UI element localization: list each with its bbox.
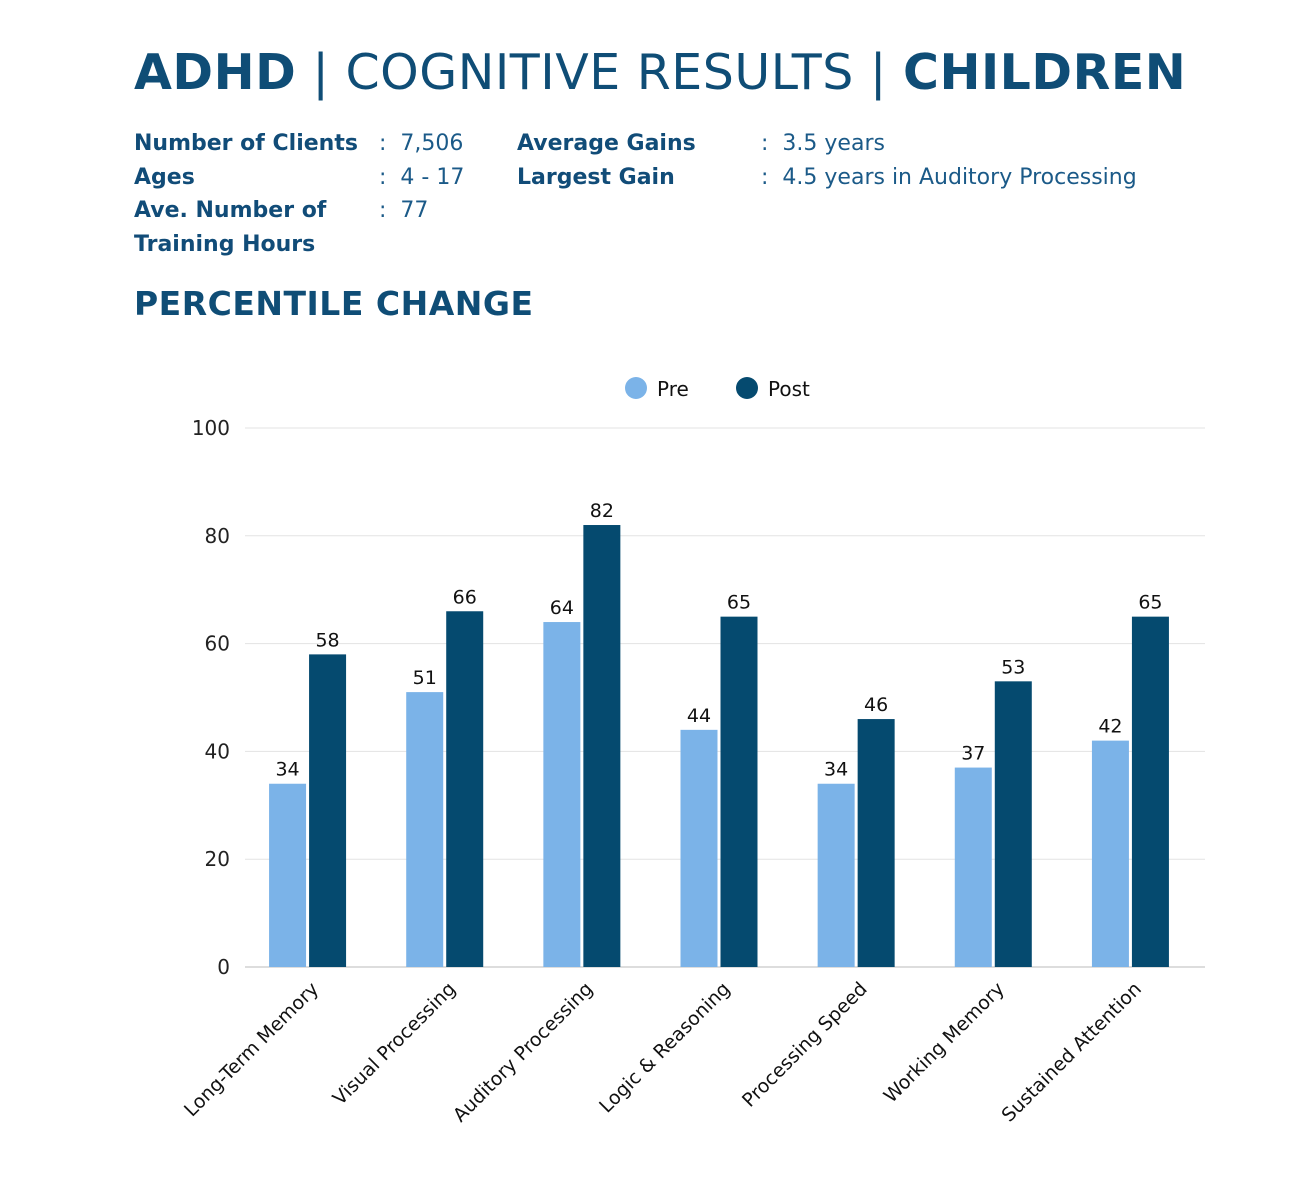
stats-right-values: : 3.5 years : 4.5 years in Auditory Proc… — [761, 127, 1137, 194]
stat-value: 7,506 — [400, 131, 464, 156]
bar-post — [583, 525, 621, 967]
x-tick-label: Sustained Attention — [998, 978, 1146, 1126]
stat-value: 3.5 years — [782, 131, 885, 156]
data-label: 65 — [1138, 592, 1162, 614]
bar-pre — [817, 783, 855, 967]
page-title: ADHD | COGNITIVE RESULTS | CHILDREN — [134, 44, 1186, 101]
title-children: CHILDREN — [902, 44, 1187, 101]
y-tick-label: 20 — [205, 847, 230, 871]
bar-post — [446, 611, 484, 967]
y-tick-label: 0 — [217, 955, 230, 979]
title-separator: | — [296, 44, 346, 101]
bar-post — [1131, 616, 1169, 967]
title-separator: | — [853, 44, 903, 101]
stat-label: Average Gains — [517, 131, 696, 156]
x-tick-label: Logic & Reasoning — [595, 978, 734, 1117]
colon: : — [379, 198, 387, 223]
data-label: 44 — [687, 705, 711, 727]
x-tick-label: Processing Speed — [738, 978, 872, 1112]
section-title: PERCENTILE CHANGE — [134, 284, 534, 323]
bar-pre — [954, 767, 992, 967]
data-label: 65 — [727, 592, 751, 614]
stat-label: Training Hours — [134, 231, 316, 257]
title-adhd: ADHD — [134, 44, 297, 101]
legend-marker-pre — [625, 377, 647, 399]
y-tick-label: 100 — [192, 416, 230, 440]
stat-label: Number of Clients — [134, 131, 358, 156]
bar-pre — [1091, 740, 1129, 967]
legend-label: Pre — [657, 377, 689, 401]
stats-right: Average Gains Largest Gain — [517, 127, 696, 194]
bar-pre — [680, 729, 718, 967]
stats-left-values: : 7,506 : 4 - 17 : 77 — [379, 127, 464, 228]
colon: : — [761, 164, 769, 190]
x-tick-label: Working Memory — [880, 978, 1009, 1107]
data-label: 66 — [453, 586, 477, 608]
x-tick-label: Auditory Processing — [449, 978, 598, 1127]
bar-post — [994, 681, 1032, 967]
bar-post — [857, 719, 895, 967]
colon: : — [379, 164, 387, 190]
bar-post — [720, 616, 758, 967]
data-label: 51 — [413, 667, 437, 689]
data-label: 34 — [275, 759, 299, 781]
colon: : — [379, 131, 387, 156]
data-label: 42 — [1098, 716, 1122, 738]
colon: : — [761, 131, 769, 156]
bar-pre — [269, 783, 307, 967]
y-tick-label: 40 — [205, 739, 230, 763]
x-tick-label: Long-Term Memory — [180, 978, 323, 1121]
stats-left: Number of Clients Ages Ave. Number of Tr… — [134, 127, 358, 261]
stat-value: 77 — [400, 198, 429, 223]
legend-label: Post — [768, 377, 810, 401]
stat-value: 4.5 years in Auditory Processing — [782, 164, 1137, 190]
y-tick-label: 80 — [205, 524, 230, 548]
data-label: 64 — [550, 597, 574, 619]
stat-label: Ave. Number of — [134, 198, 327, 223]
bar-post — [309, 654, 347, 967]
legend-marker-post — [736, 377, 758, 399]
x-tick-label: Visual Processing — [329, 978, 461, 1110]
bar-pre — [543, 622, 581, 967]
data-label: 53 — [1001, 656, 1025, 678]
data-label: 82 — [590, 500, 614, 522]
stat-label: Ages — [134, 164, 195, 190]
stat-value: 4 - 17 — [400, 164, 465, 190]
stat-label: Largest Gain — [517, 164, 675, 190]
data-label: 58 — [315, 629, 339, 651]
title-cognitive-results: COGNITIVE RESULTS — [345, 44, 854, 101]
y-tick-label: 60 — [205, 632, 230, 656]
data-label: 34 — [824, 759, 848, 781]
data-label: 37 — [961, 743, 985, 765]
data-label: 46 — [864, 694, 888, 716]
bar-pre — [406, 692, 444, 967]
